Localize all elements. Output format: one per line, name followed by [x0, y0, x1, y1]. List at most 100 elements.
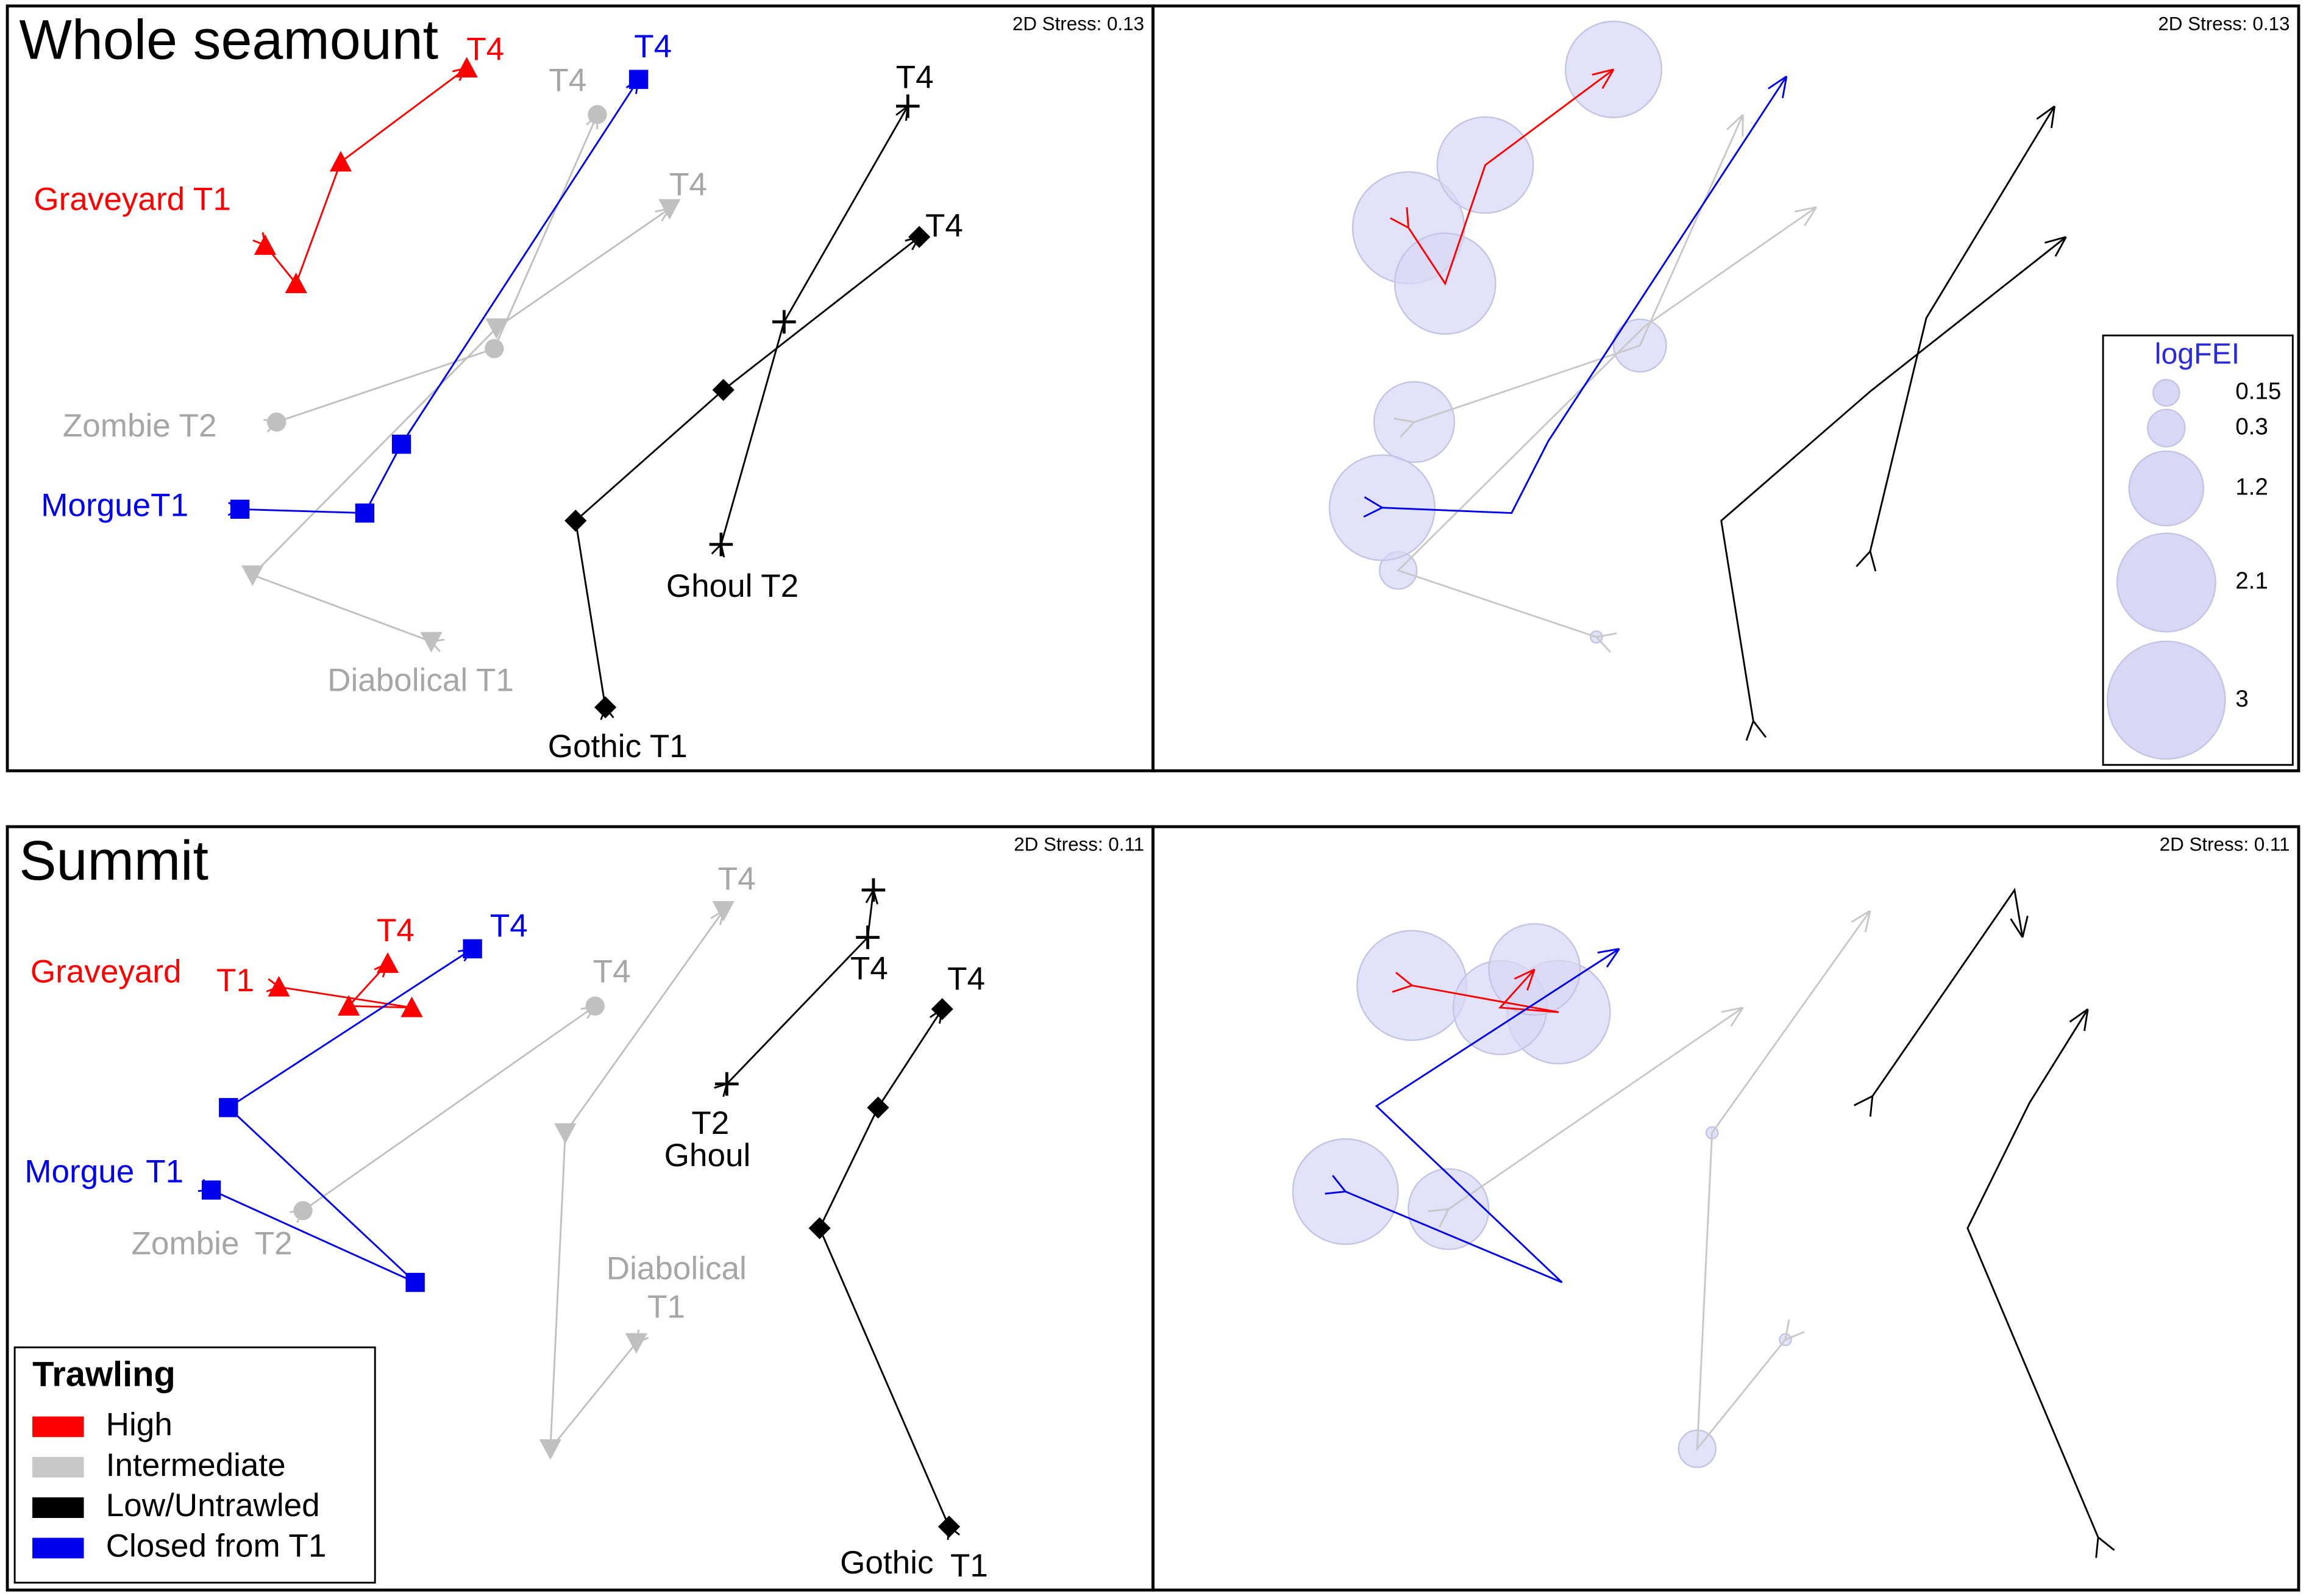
arrowhead: [2050, 105, 2056, 129]
point-label: Graveyard T1: [34, 182, 230, 218]
size-legend-bubble: [2116, 532, 2216, 633]
marker: [861, 878, 886, 902]
trajectory: [279, 963, 412, 1009]
marker: [329, 151, 352, 172]
trajectory: [251, 208, 671, 643]
marker: [539, 1439, 562, 1460]
point-label: T1: [146, 1153, 183, 1189]
panel-frame: [1151, 4, 2301, 772]
point-label: T1: [950, 1548, 988, 1584]
marker: [405, 1272, 425, 1292]
legend-title: Trawling: [32, 1355, 176, 1394]
trajectory: [264, 67, 468, 286]
marker: [625, 1333, 647, 1354]
start-fork: [1332, 1175, 1347, 1192]
arrowhead: [1601, 69, 1615, 89]
arrowhead: [1726, 113, 1744, 130]
start-fork: [1406, 207, 1410, 228]
point-label: T4: [490, 908, 528, 944]
size-legend-bubble: [2152, 379, 2180, 407]
point-label: T4: [634, 29, 672, 65]
marker: [285, 273, 307, 293]
marker: [485, 339, 504, 358]
trajectory: [211, 948, 473, 1283]
marker: [709, 532, 733, 557]
point-label: Gothic T1: [548, 729, 688, 764]
point-label: T4: [850, 950, 888, 986]
size-legend-bubble: [2128, 450, 2205, 527]
point-label: T2: [255, 1226, 293, 1262]
start-fork: [1785, 1331, 1805, 1341]
marker: [485, 318, 508, 340]
marker: [564, 510, 587, 532]
size-legend-bubble: [2147, 408, 2186, 447]
trajectory: [1696, 910, 1871, 1452]
trajectory: [1871, 888, 2024, 1097]
arrowhead: [1804, 206, 1817, 227]
start-fork: [1364, 496, 1383, 509]
point-label: Morgue: [24, 1153, 134, 1189]
bubble: [1565, 20, 1663, 118]
marker: [241, 565, 264, 586]
point-label: Diabolical T1: [327, 663, 514, 699]
marker: [455, 57, 478, 78]
stress-label: 2D Stress: 0.11: [1014, 834, 1144, 855]
start-fork: [1428, 1208, 1449, 1213]
arrowhead: [2036, 105, 2055, 120]
trajectory: [240, 79, 639, 515]
size-legend-label: 0.15: [2235, 379, 2281, 405]
trajectory: [1966, 1008, 2099, 1538]
point-label: T4: [466, 32, 504, 68]
point-label: T4: [377, 913, 415, 949]
arrowhead: [1730, 1007, 1744, 1027]
trajectory: [1411, 969, 1559, 1013]
legend-label: High: [106, 1406, 173, 1442]
arrowhead: [1767, 76, 1787, 90]
arrowhead: [2054, 236, 2067, 257]
marker: [895, 94, 920, 118]
start-fork: [1363, 507, 1383, 518]
arrowhead: [1721, 1006, 1743, 1013]
point-label: T4: [718, 861, 756, 897]
marker: [856, 925, 880, 949]
point-label: Graveyard: [30, 953, 182, 989]
trajectory: [1448, 1006, 1744, 1210]
start-fork: [2098, 1536, 2115, 1551]
point-label: Ghoul T2: [666, 568, 799, 604]
point-label: MorgueT1: [41, 488, 188, 524]
legend-swatch: [32, 1456, 84, 1478]
point-label: T4: [549, 62, 586, 98]
start-fork: [1390, 217, 1409, 229]
point-label: T4: [947, 961, 985, 997]
start-fork: [1856, 550, 1871, 568]
start-fork: [1596, 632, 1617, 638]
point-label: T1: [216, 963, 254, 999]
marker: [712, 901, 735, 922]
marker: [594, 696, 617, 719]
arrowhead: [895, 105, 909, 116]
marker: [658, 199, 681, 220]
legend-swatch: [32, 1497, 84, 1518]
point-label: Gothic: [840, 1545, 933, 1581]
marker: [588, 105, 607, 124]
size-legend-bubble: [2107, 640, 2226, 760]
start-fork: [1400, 421, 1415, 438]
marker: [338, 995, 360, 1016]
start-fork: [1438, 1208, 1450, 1228]
arrowhead: [1526, 969, 1536, 991]
trajectory: [1345, 948, 1620, 1283]
marker: [931, 998, 953, 1021]
legend-swatch: [32, 1416, 84, 1437]
marker: [715, 1072, 739, 1096]
trajectory: [1414, 114, 1744, 423]
marker: [219, 1098, 238, 1117]
marker: [585, 996, 605, 1016]
start-fork: [1395, 972, 1413, 986]
trajectory: [1407, 68, 1614, 286]
start-fork: [1325, 1191, 1346, 1195]
marker: [254, 234, 277, 255]
start-fork: [1853, 1095, 1873, 1106]
start-fork: [1393, 418, 1415, 423]
point-label: T4: [925, 208, 963, 244]
